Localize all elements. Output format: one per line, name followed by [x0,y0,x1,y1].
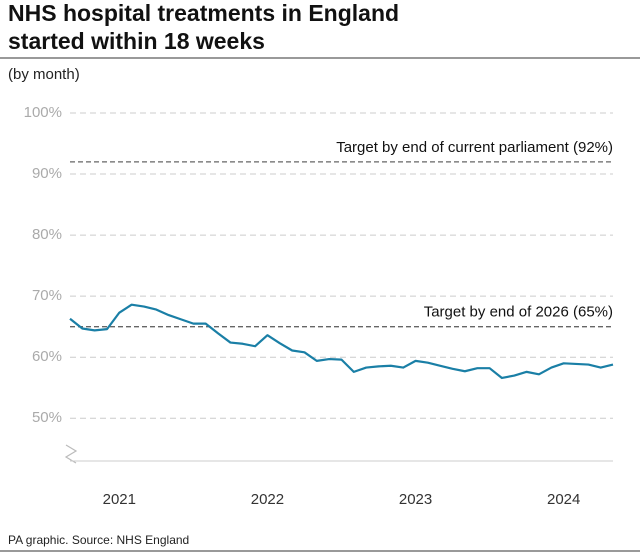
data-line [69,303,614,380]
y-tick-label: 70% [32,287,62,304]
y-tick-label: 100% [24,104,62,121]
x-tick-label: 2024 [547,491,580,508]
chart-title-line-2: started within 18 weeks [8,28,265,54]
chart-title: NHS hospital treatments in England [8,0,399,26]
y-tick-label: 80% [32,226,62,243]
y-tick-label: 90% [32,165,62,182]
source-note: PA graphic. Source: NHS England [8,533,189,547]
y-tick-label: 60% [32,348,62,365]
target-label: Target by end of current parliament (92%… [336,139,613,156]
y-tick-label: 50% [32,409,62,426]
chart-subtitle: (by month) [8,66,80,83]
x-tick-label: 2023 [399,491,432,508]
x-tick-label: 2022 [251,491,284,508]
x-tick-label: 2021 [103,491,136,508]
axis-break [64,444,78,464]
target-label: Target by end of 2026 (65%) [424,304,613,321]
